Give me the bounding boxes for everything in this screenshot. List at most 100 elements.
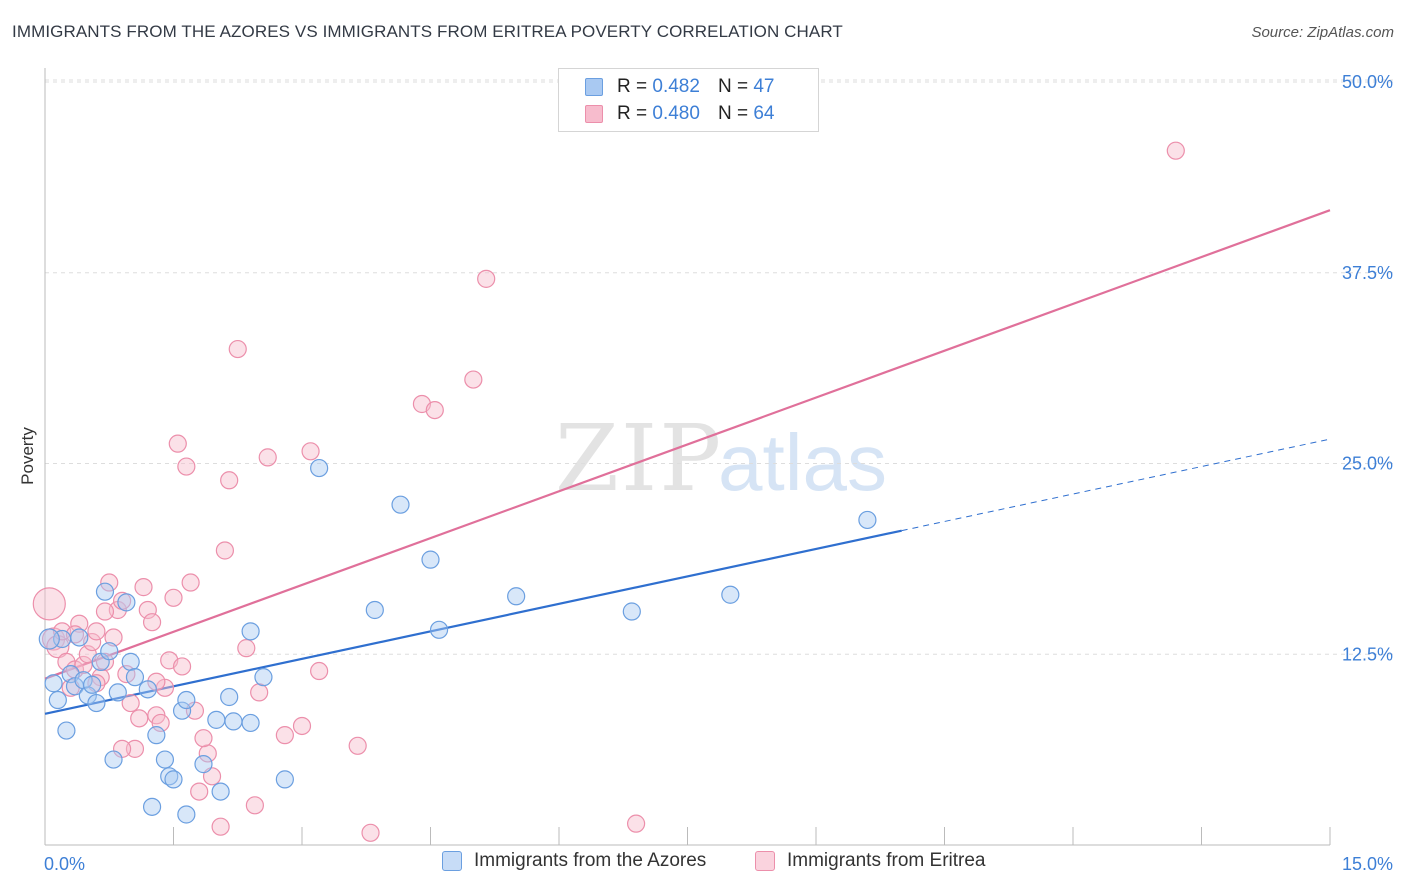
azores-r-label: R = xyxy=(617,76,648,97)
eritrea-point xyxy=(361,823,380,842)
azores-point xyxy=(421,550,440,569)
azores-r-value: 0.482 xyxy=(652,76,700,97)
azores-point xyxy=(142,797,162,816)
legend-item-azores[interactable]: Immigrants from the Azores xyxy=(442,850,706,872)
azores-point xyxy=(429,620,449,639)
azores-point xyxy=(100,642,119,661)
eritrea-point xyxy=(130,709,149,728)
eritrea-point xyxy=(211,817,230,836)
azores-point xyxy=(622,602,641,621)
legend-item-eritrea[interactable]: Immigrants from Eritrea xyxy=(755,850,985,872)
azores-point xyxy=(365,600,384,620)
eritrea-point xyxy=(301,442,320,461)
eritrea-n-value: 64 xyxy=(753,103,775,124)
azores-trend-line xyxy=(44,529,902,715)
azores-point xyxy=(108,683,127,702)
azores-swatch xyxy=(585,78,603,96)
eritrea-point xyxy=(258,448,277,467)
azores-point xyxy=(87,693,106,713)
trend-lines xyxy=(44,209,1331,715)
x-tick-label-max: 15.0% xyxy=(1342,854,1393,874)
azores-point xyxy=(48,690,67,710)
eritrea-point xyxy=(87,622,106,641)
eritrea-point xyxy=(100,573,119,592)
eritrea-legend-label: Immigrants from Eritrea xyxy=(787,850,986,871)
eritrea-point xyxy=(125,739,145,758)
eritrea-point xyxy=(250,683,269,702)
azores-point xyxy=(125,668,145,687)
y-tick-label: 25.0% xyxy=(1342,454,1393,474)
azores-legend-swatch xyxy=(442,851,462,871)
azores-point xyxy=(104,750,123,769)
azores-point xyxy=(147,726,166,745)
eritrea-point xyxy=(134,578,153,597)
eritrea-r-value: 0.480 xyxy=(652,103,700,124)
y-tick-label: 12.5% xyxy=(1342,644,1393,664)
watermark: ZIP atlas xyxy=(555,405,887,512)
eritrea-point xyxy=(477,269,496,288)
eritrea-point xyxy=(215,541,234,560)
eritrea-point xyxy=(1166,141,1185,160)
azores-point xyxy=(57,721,76,740)
eritrea-point xyxy=(626,814,646,833)
azores-point xyxy=(172,701,192,720)
azores-point xyxy=(177,805,196,824)
azores-point xyxy=(207,710,226,729)
eritrea-point xyxy=(275,726,294,745)
eritrea-point xyxy=(464,370,483,389)
axes: Poverty 12.5% 25.0% 37.5% 50.0% 0.0% 15.0% xyxy=(18,68,1393,874)
eritrea-point xyxy=(95,602,115,621)
watermark-atlas: atlas xyxy=(718,418,887,507)
x-tick-label-min: 0.0% xyxy=(44,854,85,874)
eritrea-point xyxy=(172,657,192,676)
y-tick-label: 37.5% xyxy=(1342,263,1393,283)
eritrea-point xyxy=(121,693,140,713)
eritrea-r-label: R = xyxy=(617,103,648,124)
series-legend: Immigrants from the Azores Immigrants fr… xyxy=(0,850,1406,878)
azores-point xyxy=(83,675,102,694)
eritrea-point xyxy=(142,613,162,632)
eritrea-point xyxy=(168,434,187,453)
azores-point xyxy=(858,510,877,530)
azores-point xyxy=(220,687,239,707)
eritrea-point xyxy=(70,614,89,633)
eritrea-legend-swatch xyxy=(755,851,775,871)
azores-point xyxy=(155,750,175,769)
azores-point xyxy=(507,587,526,606)
azores-point xyxy=(211,782,230,801)
eritrea-point xyxy=(292,716,312,736)
eritrea-trend-line xyxy=(44,209,1331,680)
stats-legend: R = 0.482 N = 47 R = 0.480 N = 64 xyxy=(558,68,819,132)
eritrea-point xyxy=(237,639,256,658)
azores-point xyxy=(164,770,183,789)
azores-point xyxy=(224,712,243,731)
azores-point xyxy=(241,713,260,733)
azores-point xyxy=(95,582,115,601)
azores-point xyxy=(241,622,260,641)
y-axis-title: Poverty xyxy=(18,427,37,485)
eritrea-point xyxy=(348,736,367,755)
azores-n-label: N = xyxy=(717,76,749,97)
watermark-zip: ZIP xyxy=(555,405,723,512)
legend-row-azores: R = 0.482 N = 47 xyxy=(585,75,774,99)
grid-lines xyxy=(45,79,1395,655)
eritrea-point xyxy=(190,782,209,801)
azores-point xyxy=(177,690,196,710)
eritrea-n-label: N = xyxy=(717,103,749,124)
azores-point xyxy=(117,593,136,612)
azores-trend-extension xyxy=(901,438,1331,532)
azores-point xyxy=(254,668,273,687)
azores-points xyxy=(38,458,877,824)
eritrea-point xyxy=(95,652,115,671)
azores-point xyxy=(391,495,410,514)
eritrea-point xyxy=(32,587,66,621)
eritrea-swatch xyxy=(585,105,603,123)
azores-n-value: 47 xyxy=(753,76,775,97)
azores-point xyxy=(38,628,60,650)
eritrea-point xyxy=(245,796,264,815)
azores-point xyxy=(721,585,740,604)
source-label: Source: ZipAtlas.com xyxy=(1251,24,1394,41)
y-tick-label: 50.0% xyxy=(1342,72,1393,92)
eritrea-point xyxy=(181,573,200,592)
